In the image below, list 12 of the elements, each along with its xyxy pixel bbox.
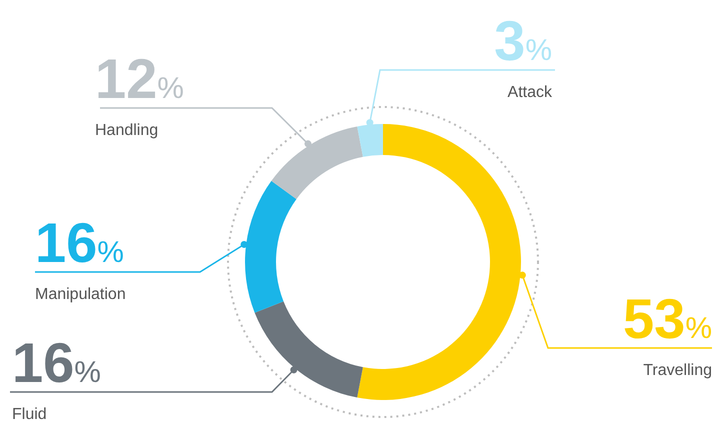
data-label: 3% [494,9,552,72]
data-label: 16% [35,211,124,274]
slice-label: Fluid [12,406,47,421]
data-label: 12% [95,47,184,110]
data-label: 53% [623,287,712,350]
donut-slice [254,301,363,398]
slice-label: Attack [508,84,553,101]
slice-label: Handling [95,122,158,139]
data-label: 16% [12,331,101,394]
slice-label: Manipulation [35,286,126,303]
donut-slice [271,126,363,200]
slice-label: Travelling [643,362,712,379]
